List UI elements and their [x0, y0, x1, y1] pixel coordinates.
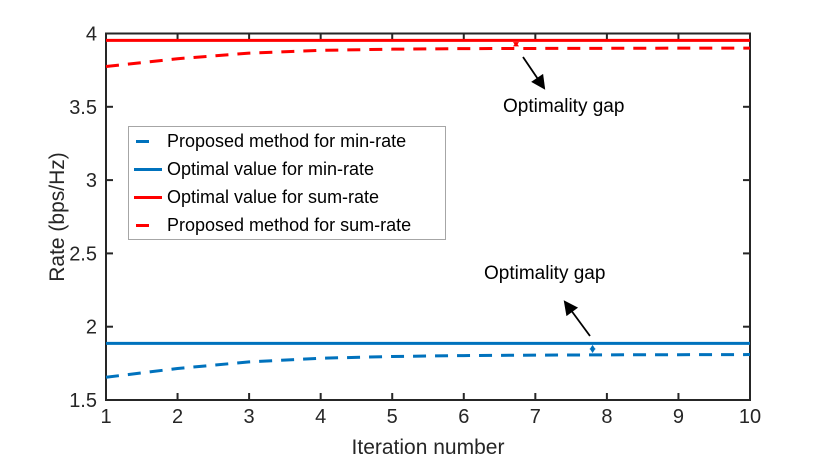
- gap-marker-head: [513, 42, 520, 47]
- legend-item-proposed-min-rate: Proposed method for min-rate: [134, 127, 445, 155]
- x-tick-label: 5: [387, 406, 398, 428]
- legend-swatch-red-dashed: [134, 223, 164, 227]
- legend-item-optimal-sum-rate: Optimal value for sum-rate: [134, 183, 445, 211]
- annotation-arrow-sum-rate: [522, 56, 546, 90]
- legend-swatch-red-solid: [134, 195, 164, 199]
- annotation-sum-rate-optimality-gap: Optimality gap: [503, 96, 625, 117]
- legend-label: Proposed method for sum-rate: [167, 214, 412, 235]
- gap-marker-head: [589, 348, 596, 354]
- x-tick-label: 4: [315, 406, 326, 428]
- x-tick-label: 2: [172, 406, 183, 428]
- series-line-0: [105, 353, 751, 379]
- legend-item-optimal-min-rate: Optimal value for min-rate: [134, 155, 445, 183]
- axis-box: [105, 32, 751, 401]
- legend-swatch-blue-solid: [134, 167, 164, 171]
- x-axis-label: Iteration number: [351, 436, 505, 459]
- x-tick-label: 6: [458, 406, 469, 428]
- x-tick-label: 3: [244, 406, 255, 428]
- y-tick-label: 3: [86, 170, 97, 192]
- y-tick-label: 2.5: [69, 243, 97, 265]
- x-tick-label: 10: [739, 406, 761, 428]
- legend-label: Optimal value for min-rate: [167, 158, 375, 179]
- y-tick-label: 2: [86, 317, 97, 339]
- y-tick-label: 1.5: [69, 390, 97, 412]
- legend: Proposed method for min-rate Optimal val…: [128, 126, 446, 240]
- x-tick-label: 9: [673, 406, 684, 428]
- x-tick-label: 7: [530, 406, 541, 428]
- legend-item-proposed-sum-rate: Proposed method for sum-rate: [134, 211, 445, 239]
- legend-label: Proposed method for min-rate: [167, 130, 407, 151]
- series-line-3: [105, 46, 750, 68]
- annotation-min-rate-optimality-gap: Optimality gap: [484, 263, 606, 284]
- x-tick-label: 8: [601, 406, 612, 428]
- legend-swatch-blue-dashed: [134, 139, 164, 143]
- y-tick-label: 4: [86, 24, 97, 46]
- annotation-arrow-min-rate: [563, 300, 591, 337]
- x-tick-label: 1: [100, 406, 111, 428]
- gap-marker-head: [589, 344, 596, 350]
- legend-label: Optimal value for sum-rate: [167, 186, 380, 207]
- y-axis-label: Rate (bps/Hz): [46, 152, 69, 282]
- y-tick-label: 3.5: [69, 97, 97, 119]
